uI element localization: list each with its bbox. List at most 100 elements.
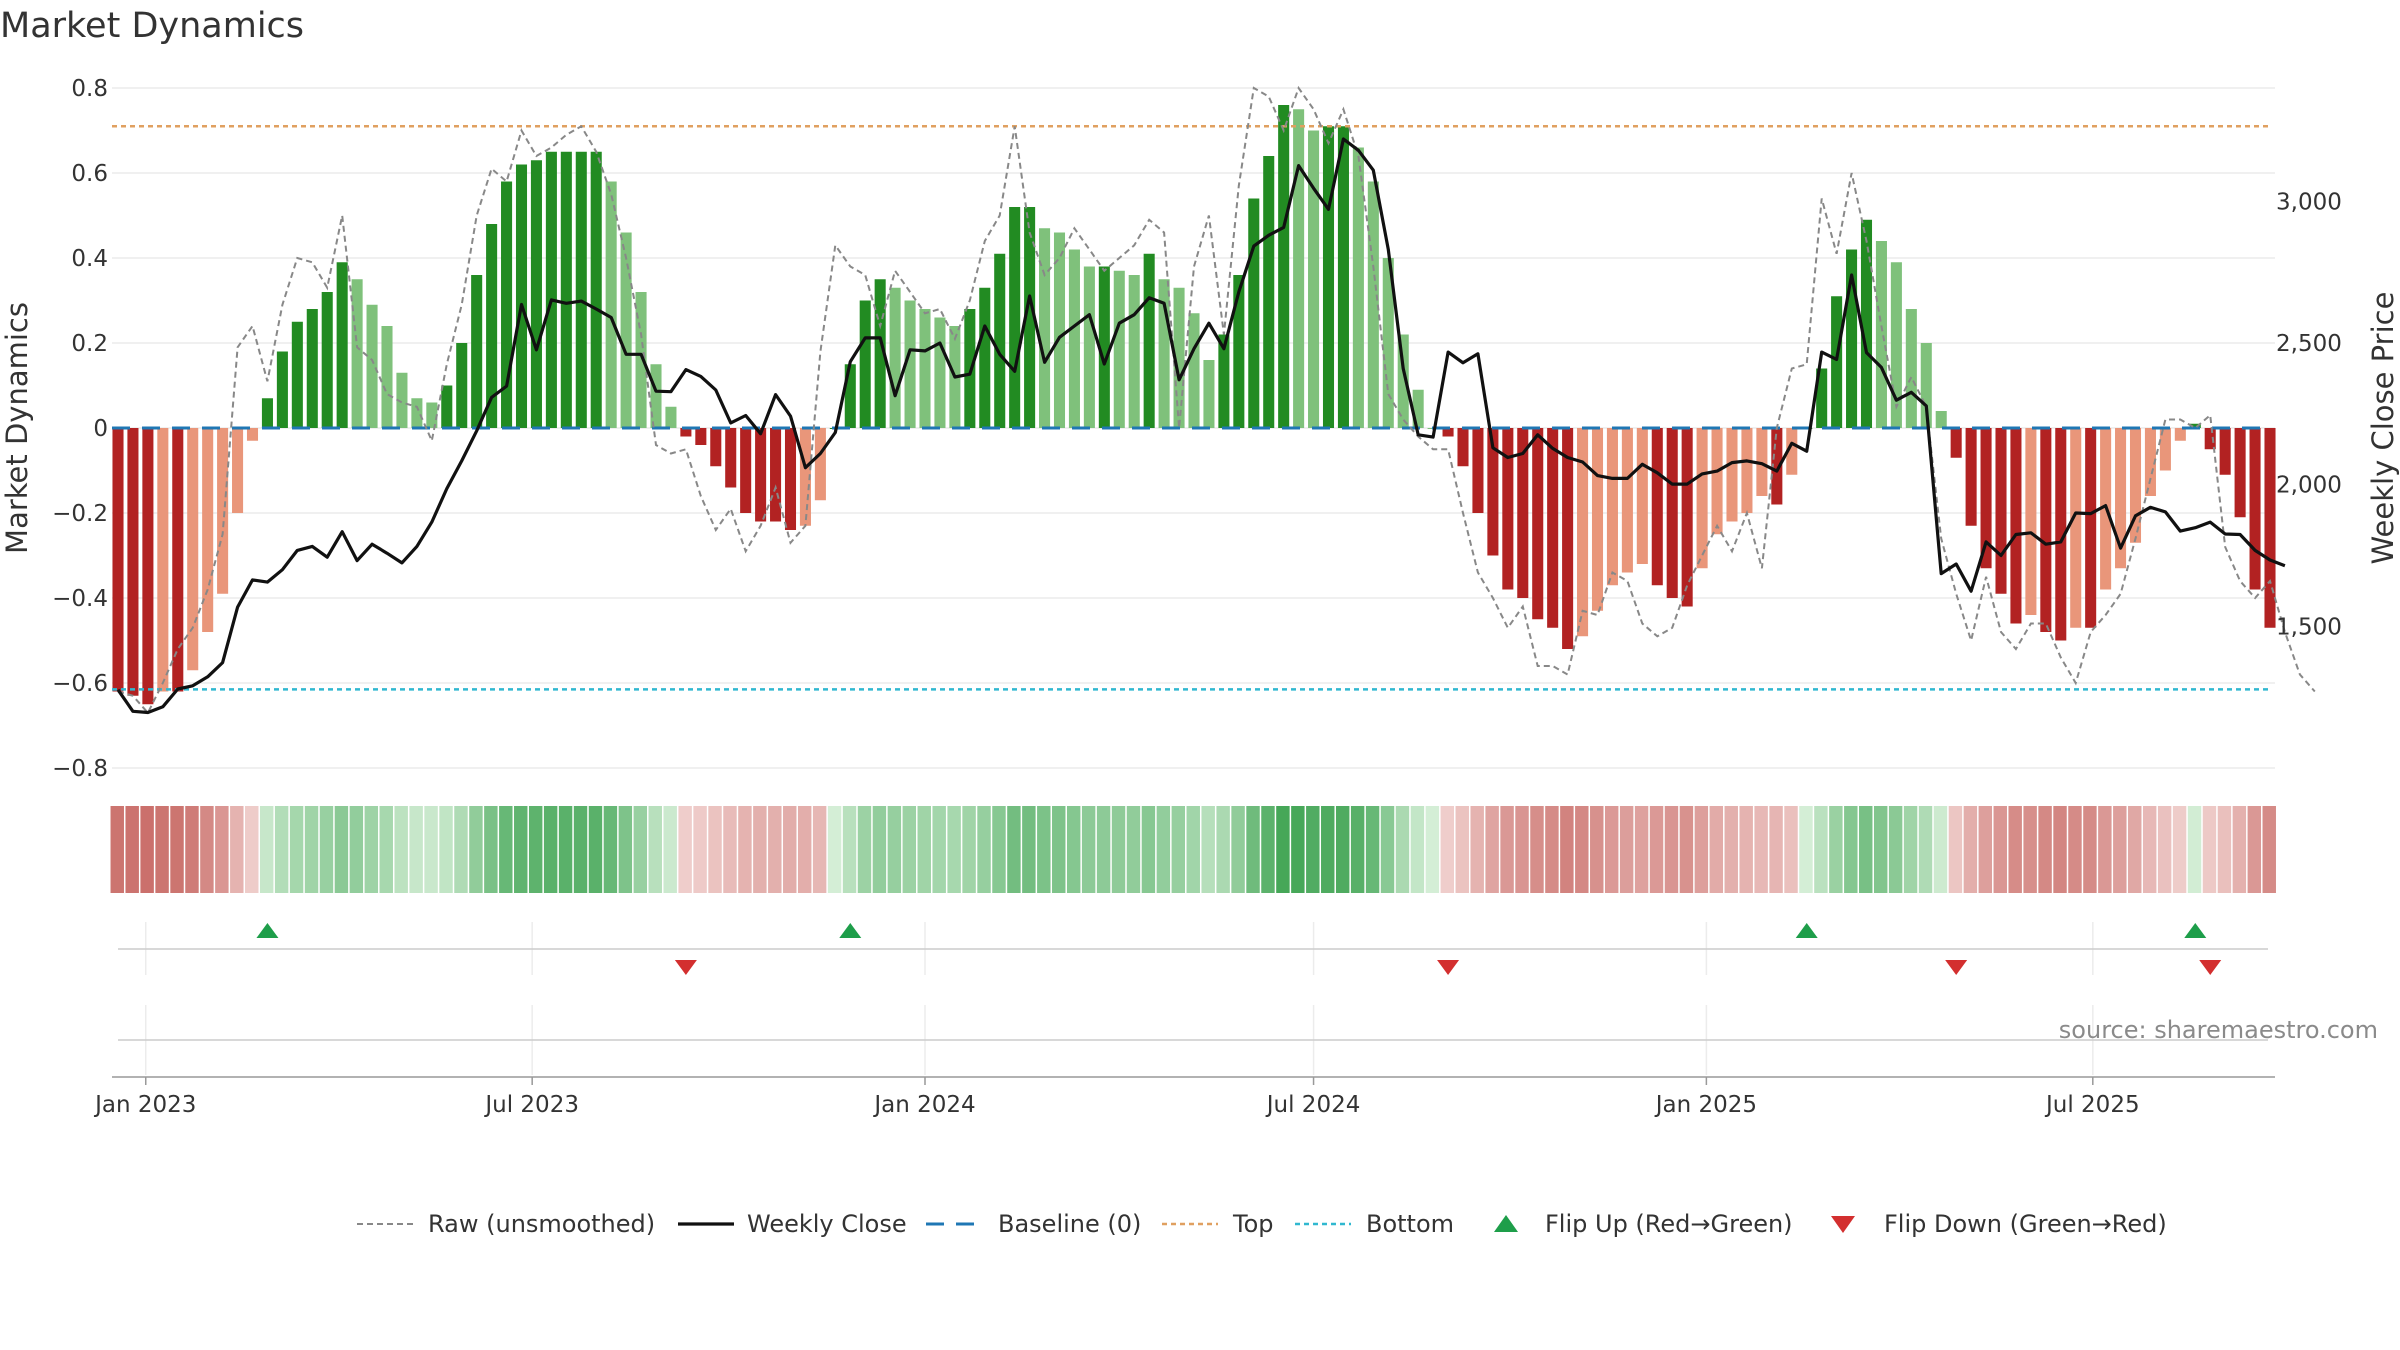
dynamics-bar <box>590 151 602 428</box>
dynamics-bar <box>321 292 333 428</box>
heat-cell <box>633 806 648 893</box>
dynamics-bar <box>2189 423 2201 428</box>
dynamics-bar <box>1068 249 1080 428</box>
dynamics-bar <box>291 321 303 428</box>
heat-cell <box>1380 806 1395 893</box>
dynamics-bar <box>560 151 572 428</box>
dynamics-bar <box>1263 156 1275 428</box>
heat-cell <box>2187 806 2202 893</box>
dynamics-bar <box>1875 241 1887 428</box>
dynamics-bar <box>1726 428 1738 522</box>
dynamics-bar <box>859 300 871 428</box>
source-note: source: sharemaestro.com <box>2059 1016 2378 1044</box>
flip-up-marker <box>1795 923 1818 938</box>
dynamics-bar <box>396 372 408 428</box>
dynamics-bar <box>1711 428 1723 535</box>
heat-cell <box>289 806 304 893</box>
heat-cell <box>1799 806 1813 893</box>
heat-cell <box>1560 806 1574 893</box>
x-tick-label: Jan 2024 <box>872 1092 975 1118</box>
dynamics-bar <box>306 309 318 428</box>
dynamics-bar <box>501 181 513 428</box>
heat-cell <box>1859 806 1873 893</box>
dynamics-bar <box>1965 428 1977 526</box>
heat-cell <box>1306 806 1320 893</box>
heat-cell <box>2202 806 2217 893</box>
heat-cell <box>2083 806 2097 893</box>
legend: Raw (unsmoothed) Weekly Close Baseline (0)… <box>357 1210 2167 1238</box>
dynamics-bar <box>2010 428 2022 624</box>
y-left-tick-label: 0 <box>93 416 108 442</box>
heat-cell <box>648 806 662 893</box>
dynamics-bar <box>2219 428 2231 475</box>
heat-cell <box>1634 806 1649 893</box>
y-left-tick-label: −0.4 <box>52 586 108 612</box>
heat-cell <box>528 806 543 893</box>
dynamics-bar <box>695 428 707 445</box>
dynamics-bar <box>1980 428 1992 569</box>
dynamics-bar <box>1188 313 1200 428</box>
heat-cell <box>827 806 842 893</box>
heat-cell <box>842 806 857 893</box>
heat-cell <box>259 806 274 893</box>
dynamics-bar <box>2115 428 2127 569</box>
heat-cell <box>1918 806 1933 893</box>
dynamics-bar <box>112 428 124 692</box>
dynamics-bar <box>1547 428 1559 628</box>
dynamics-bar <box>889 287 901 428</box>
dynamics-bar <box>1382 258 1394 428</box>
legend-raw-label: Raw (unsmoothed) <box>428 1210 655 1238</box>
dynamics-bar <box>1412 389 1424 428</box>
heat-cell <box>1261 806 1275 893</box>
y-left-tick-label: 0.4 <box>71 246 108 272</box>
dynamics-bar <box>1203 360 1215 428</box>
weekly-close-line <box>116 137 2286 715</box>
heat-cell <box>1425 806 1440 893</box>
heat-cell <box>738 806 752 893</box>
heat-cell <box>1948 806 1963 893</box>
dynamics-bar <box>157 428 169 692</box>
dynamics-bar <box>979 287 991 428</box>
dynamics-bar <box>202 428 214 632</box>
dynamics-bar <box>1083 266 1095 428</box>
heat-cell <box>588 806 603 893</box>
heat-cell <box>1575 806 1589 893</box>
heat-cell <box>364 806 379 893</box>
heat-cell <box>334 806 349 893</box>
heat-cell <box>992 806 1006 893</box>
dynamics-bar <box>919 309 931 428</box>
dynamics-bar <box>1890 262 1902 428</box>
heat-cell <box>1485 806 1499 893</box>
heat-cell <box>1903 806 1918 893</box>
heat-cell <box>1888 806 1903 893</box>
x-axis: Jan 2023 Jul 2023 Jan 2024 Jul 2024 Jan 2025… <box>93 1076 2275 1118</box>
heat-cell <box>1231 806 1245 893</box>
dynamics-bar <box>381 326 393 428</box>
heat-cell <box>558 806 573 893</box>
dynamics-bar <box>456 343 468 428</box>
heat-cell <box>2023 806 2037 893</box>
dynamics-bar <box>1860 219 1873 428</box>
heat-cell <box>2068 806 2082 893</box>
dynamics-bar <box>1293 109 1305 428</box>
heat-cell <box>1321 806 1335 893</box>
dynamics-bar <box>1397 334 1409 428</box>
dynamics-bar <box>1681 428 1693 607</box>
heat-cell <box>409 806 423 893</box>
dynamics-bar <box>994 253 1006 428</box>
dynamics-bar <box>1577 428 1589 637</box>
dynamics-bar <box>276 351 288 428</box>
heat-cell <box>753 806 767 893</box>
y-left-tick-label: −0.6 <box>52 671 108 697</box>
dynamics-bar <box>172 428 184 692</box>
heat-cell <box>1037 806 1051 893</box>
heat-cell <box>1619 806 1634 893</box>
dynamics-bar <box>680 428 692 437</box>
heat-cell <box>140 806 154 893</box>
dynamics-bar <box>814 428 826 501</box>
dynamics-bar <box>1935 411 1947 428</box>
dynamics-bar <box>217 428 229 594</box>
dynamics-bar <box>1920 343 1932 428</box>
dynamics-bar <box>605 181 617 428</box>
